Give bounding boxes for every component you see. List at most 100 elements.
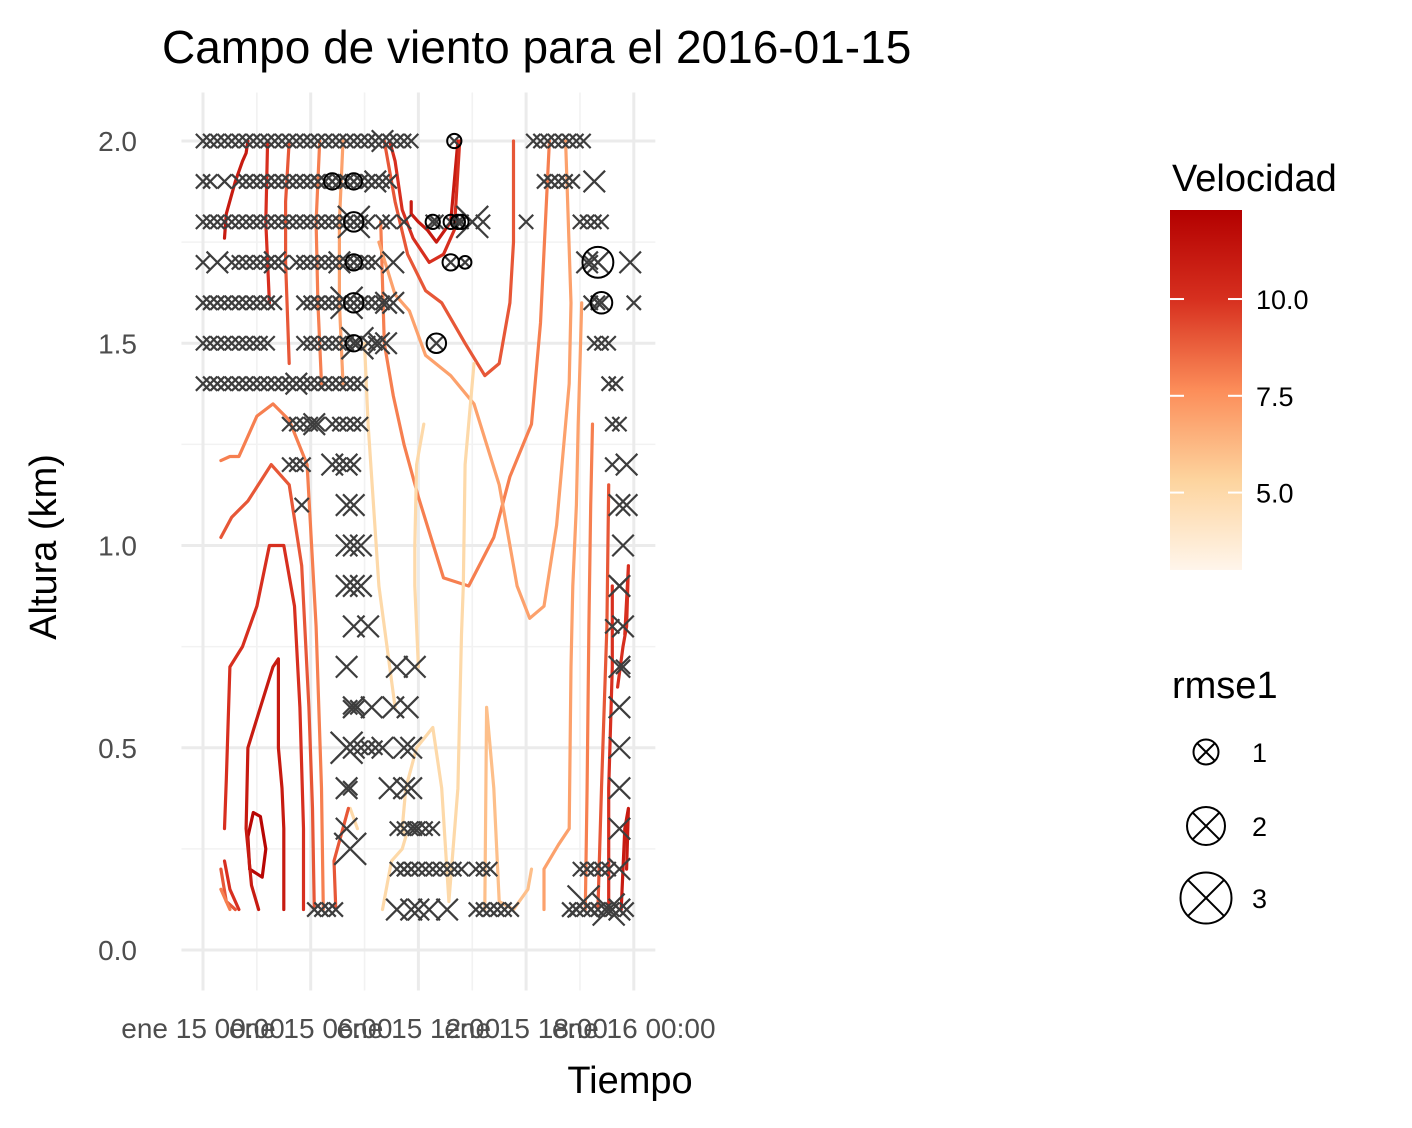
- rmse-marker: [209, 133, 226, 149]
- rmse-marker: [263, 250, 287, 274]
- rmse-marker: [572, 214, 588, 230]
- rmse-marker-circled: [344, 334, 363, 353]
- rmse-marker: [202, 214, 219, 230]
- rmse-marker: [245, 375, 262, 392]
- rmse-marker: [331, 456, 348, 473]
- rmse-marker: [467, 861, 484, 877]
- rmse-marker: [564, 173, 581, 190]
- rmse-legend-label: 1: [1252, 738, 1267, 768]
- rmse-marker: [607, 375, 624, 392]
- rmse-marker: [593, 861, 610, 877]
- rmse-marker-circled: [449, 213, 467, 231]
- rmse-marker: [607, 736, 631, 760]
- rmse-marker: [202, 335, 219, 352]
- rmse-marker: [396, 861, 412, 877]
- rmse-marker: [324, 375, 341, 392]
- rmse-marker: [317, 294, 333, 311]
- rmse-marker: [259, 214, 276, 230]
- rmse-marker: [381, 133, 398, 149]
- x-tick-label: ene 15 12:00: [337, 1013, 501, 1044]
- y-tick-label: 2.0: [98, 126, 137, 157]
- rmse-marker: [259, 375, 276, 392]
- colorbar-tick-label: 10.0: [1256, 285, 1309, 315]
- rmse-marker: [335, 574, 359, 598]
- rmse-marker: [281, 456, 298, 473]
- rmse-marker: [363, 169, 387, 193]
- colorbar-tick-label: 7.5: [1256, 382, 1294, 412]
- rmse-marker-circled: [581, 245, 615, 279]
- y-tick-label: 0.0: [98, 935, 137, 966]
- rmse-marker: [572, 861, 588, 877]
- contour-line: [219, 887, 232, 912]
- y-tick-label: 1.0: [98, 531, 137, 562]
- rmse-marker: [403, 820, 420, 837]
- rmse-marker: [370, 129, 395, 153]
- rmse-marker: [579, 861, 596, 877]
- rmse-marker: [338, 133, 355, 149]
- rmse-marker: [550, 173, 567, 190]
- rmse-marker: [399, 776, 423, 800]
- rmse-marker: [331, 375, 348, 392]
- rmse-marker: [360, 133, 377, 149]
- rmse-marker: [399, 736, 423, 760]
- rmse-marker: [586, 861, 603, 877]
- rmse-marker: [295, 214, 312, 230]
- rmse-marker: [245, 173, 262, 190]
- contour-line: [377, 139, 573, 620]
- rmse-marker: [331, 294, 348, 311]
- rmse-marker-circled: [457, 255, 473, 270]
- rmse-marker: [593, 335, 610, 352]
- rmse-marker: [295, 456, 312, 473]
- rmse-marker: [259, 294, 276, 311]
- rmse-marker: [288, 133, 305, 149]
- rmse-marker-circled: [441, 253, 460, 272]
- rmse-marker: [306, 901, 323, 918]
- rmse-marker: [335, 655, 359, 679]
- rmse-marker: [604, 901, 621, 918]
- rmse-marker: [288, 416, 305, 433]
- rmse-marker: [374, 291, 398, 315]
- rmse-marker: [335, 533, 359, 558]
- rmse-marker: [381, 250, 405, 274]
- rmse-marker: [238, 254, 254, 271]
- rmse-marker: [309, 254, 326, 271]
- rmse-marker: [223, 375, 240, 392]
- rmse-marker: [439, 861, 456, 877]
- rmse-marker: [266, 214, 283, 230]
- rmse-marker: [202, 173, 219, 190]
- rmse-marker: [324, 254, 341, 271]
- rmse-marker: [309, 214, 326, 230]
- contour-line: [219, 402, 325, 912]
- rmse-marker: [295, 133, 312, 149]
- rmse-marker: [381, 291, 405, 315]
- rmse-marker-circled: [343, 211, 365, 233]
- rmse-marker: [345, 375, 362, 392]
- rmse-marker: [335, 817, 359, 841]
- rmse-marker: [424, 820, 441, 837]
- rmse-marker-circled: [343, 292, 365, 314]
- rmse-marker: [288, 254, 305, 271]
- rmse-marker: [331, 133, 348, 149]
- rmse-marker: [453, 861, 470, 877]
- rmse-marker: [338, 375, 355, 392]
- rmse-marker: [536, 173, 552, 190]
- rmse-marker: [575, 901, 592, 918]
- rmse-marker-circled: [424, 213, 441, 231]
- rmse-marker: [467, 901, 484, 918]
- rmse-marker: [360, 695, 384, 719]
- rmse-marker: [302, 416, 319, 433]
- rmse-marker-circled: [425, 332, 448, 354]
- rmse-marker: [597, 901, 613, 918]
- rmse-marker: [482, 901, 499, 918]
- rmse-marker: [274, 133, 290, 149]
- rmse-marker: [403, 133, 420, 149]
- rmse-marker: [475, 901, 491, 918]
- rmse-marker: [231, 173, 247, 190]
- rmse-marker: [345, 133, 362, 149]
- rmse-marker: [546, 133, 563, 149]
- rmse-marker: [374, 331, 398, 355]
- rmse-marker: [593, 214, 610, 230]
- rmse-marker: [586, 214, 603, 230]
- contour-line: [222, 859, 241, 912]
